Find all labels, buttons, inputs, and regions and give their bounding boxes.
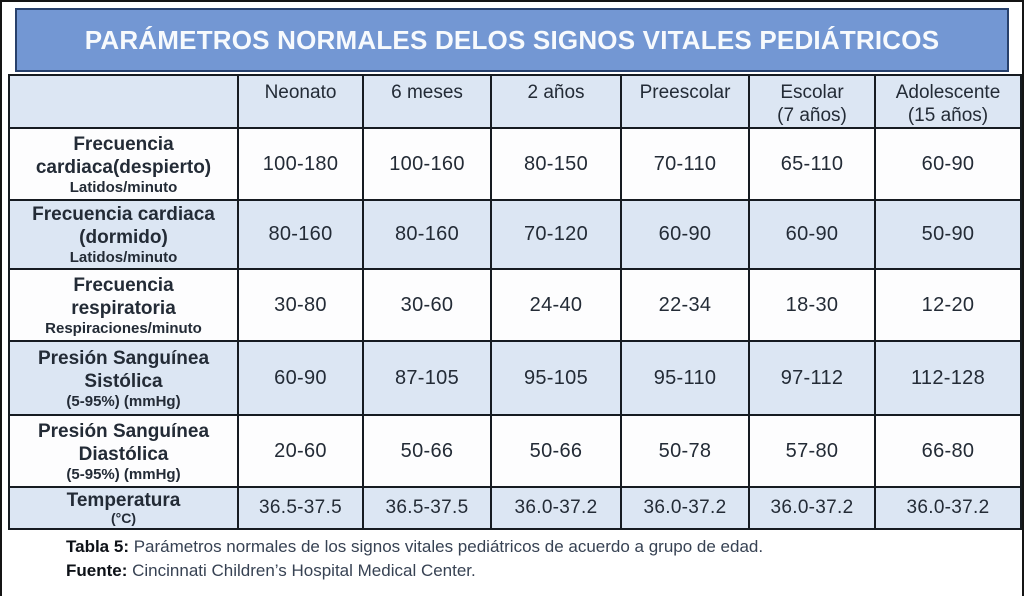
value-cell: 97-112 (748, 340, 876, 416)
column-label: Preescolar (639, 82, 731, 103)
row-label: Temperatura (°C) (8, 486, 239, 530)
value-cell: 20-60 (237, 414, 364, 488)
header-cell-adolescente: Adolescente (15 años) (874, 74, 1022, 129)
value-cell: 70-110 (620, 127, 750, 201)
value-cell: 60-90 (237, 340, 364, 416)
row-unit: Latidos/minuto (69, 249, 178, 266)
value-cell: 57-80 (748, 414, 876, 488)
header-row: Neonato 6 meses 2 años Preescolar Escola… (8, 74, 1022, 129)
value-cell: 36.0-37.2 (490, 486, 622, 530)
value-cell: 50-66 (490, 414, 622, 488)
row-unit: Respiraciones/minuto (45, 319, 202, 337)
value-cell: 100-160 (362, 127, 492, 201)
value-cell: 70-120 (490, 199, 622, 270)
caption-label: Tabla 5: (66, 537, 129, 556)
table-caption: Tabla 5: Parámetros normales de los sign… (66, 535, 1016, 559)
column-label: 6 meses (391, 82, 463, 103)
value-cell: 66-80 (874, 414, 1022, 488)
value-cell: 60-90 (620, 199, 750, 270)
header-cell-2-anos: 2 años (490, 74, 622, 129)
value-cell: 36.0-37.2 (748, 486, 876, 530)
header-cell-6-meses: 6 meses (362, 74, 492, 129)
value-cell: 80-150 (490, 127, 622, 201)
caption-text: Parámetros normales de los signos vitale… (133, 537, 764, 556)
value-cell: 80-160 (237, 199, 364, 270)
vital-signs-table: Neonato 6 meses 2 años Preescolar Escola… (8, 74, 1022, 530)
value-cell: 60-90 (874, 127, 1022, 201)
value-cell: 36.0-37.2 (620, 486, 750, 530)
header-cell-empty (8, 74, 239, 129)
table-source: Fuente: Cincinnati Children’s Hospital M… (66, 559, 1016, 583)
value-cell: 18-30 (748, 268, 876, 342)
value-cell: 30-60 (362, 268, 492, 342)
row-unit: (5-95%) (mmHg) (66, 392, 181, 410)
value-cell: 112-128 (874, 340, 1022, 416)
row-unit: Latidos/minuto (69, 178, 178, 196)
table-title: PARÁMETROS NORMALES DELOS SIGNOS VITALES… (84, 24, 940, 55)
column-label: Neonato (264, 82, 337, 103)
row-temperatura: Temperatura (°C) 36.5-37.5 36.5-37.5 36.… (8, 486, 1022, 530)
row-label: Frecuencia cardiaca (dormido) Latidos/mi… (8, 199, 239, 270)
row-label: Frecuencia respiratoria Respiraciones/mi… (8, 268, 239, 342)
value-cell: 65-110 (748, 127, 876, 201)
value-cell: 30-80 (237, 268, 364, 342)
row-presion-diastolica: Presión Sanguínea Diastólica (5-95%) (mm… (8, 414, 1022, 488)
header-cell-preescolar: Preescolar (620, 74, 750, 129)
row-unit: (5-95%) (mmHg) (66, 465, 181, 483)
row-frecuencia-cardiaca-despierto: Frecuencia cardiaca(despierto) Latidos/m… (8, 127, 1022, 201)
value-cell: 60-90 (748, 199, 876, 270)
value-cell: 95-110 (620, 340, 750, 416)
source-label: Fuente: (66, 561, 128, 580)
value-cell: 80-160 (362, 199, 492, 270)
value-cell: 36.5-37.5 (362, 486, 492, 530)
table-title-bar: PARÁMETROS NORMALES DELOS SIGNOS VITALES… (15, 8, 1009, 72)
column-label: 2 años (527, 82, 585, 103)
header-cell-neonato: Neonato (237, 74, 364, 129)
value-cell: 24-40 (490, 268, 622, 342)
row-label: Presión Sanguínea Sistólica (5-95%) (mmH… (8, 340, 239, 416)
value-cell: 50-90 (874, 199, 1022, 270)
value-cell: 87-105 (362, 340, 492, 416)
source-text: Cincinnati Children’s Hospital Medical C… (132, 561, 476, 580)
row-presion-sistolica: Presión Sanguínea Sistólica (5-95%) (mmH… (8, 340, 1022, 416)
header-cell-escolar: Escolar (7 años) (748, 74, 876, 129)
row-unit: (°C) (110, 509, 137, 526)
value-cell: 22-34 (620, 268, 750, 342)
row-frecuencia-cardiaca-dormido: Frecuencia cardiaca (dormido) Latidos/mi… (8, 199, 1022, 270)
value-cell: 100-180 (237, 127, 364, 201)
row-label: Frecuencia cardiaca(despierto) Latidos/m… (8, 127, 239, 201)
row-frecuencia-respiratoria: Frecuencia respiratoria Respiraciones/mi… (8, 268, 1022, 342)
value-cell: 50-66 (362, 414, 492, 488)
column-sublabel: (15 años) (907, 105, 989, 126)
value-cell: 50-78 (620, 414, 750, 488)
column-sublabel: (7 años) (777, 105, 847, 126)
row-label: Presión Sanguínea Diastólica (5-95%) (mm… (8, 414, 239, 488)
value-cell: 36.0-37.2 (874, 486, 1022, 530)
value-cell: 95-105 (490, 340, 622, 416)
value-cell: 12-20 (874, 268, 1022, 342)
table-captions: Tabla 5: Parámetros normales de los sign… (66, 535, 1016, 583)
column-label: Escolar (780, 82, 844, 103)
value-cell: 36.5-37.5 (237, 486, 364, 530)
column-label: Adolescente (895, 82, 1001, 103)
